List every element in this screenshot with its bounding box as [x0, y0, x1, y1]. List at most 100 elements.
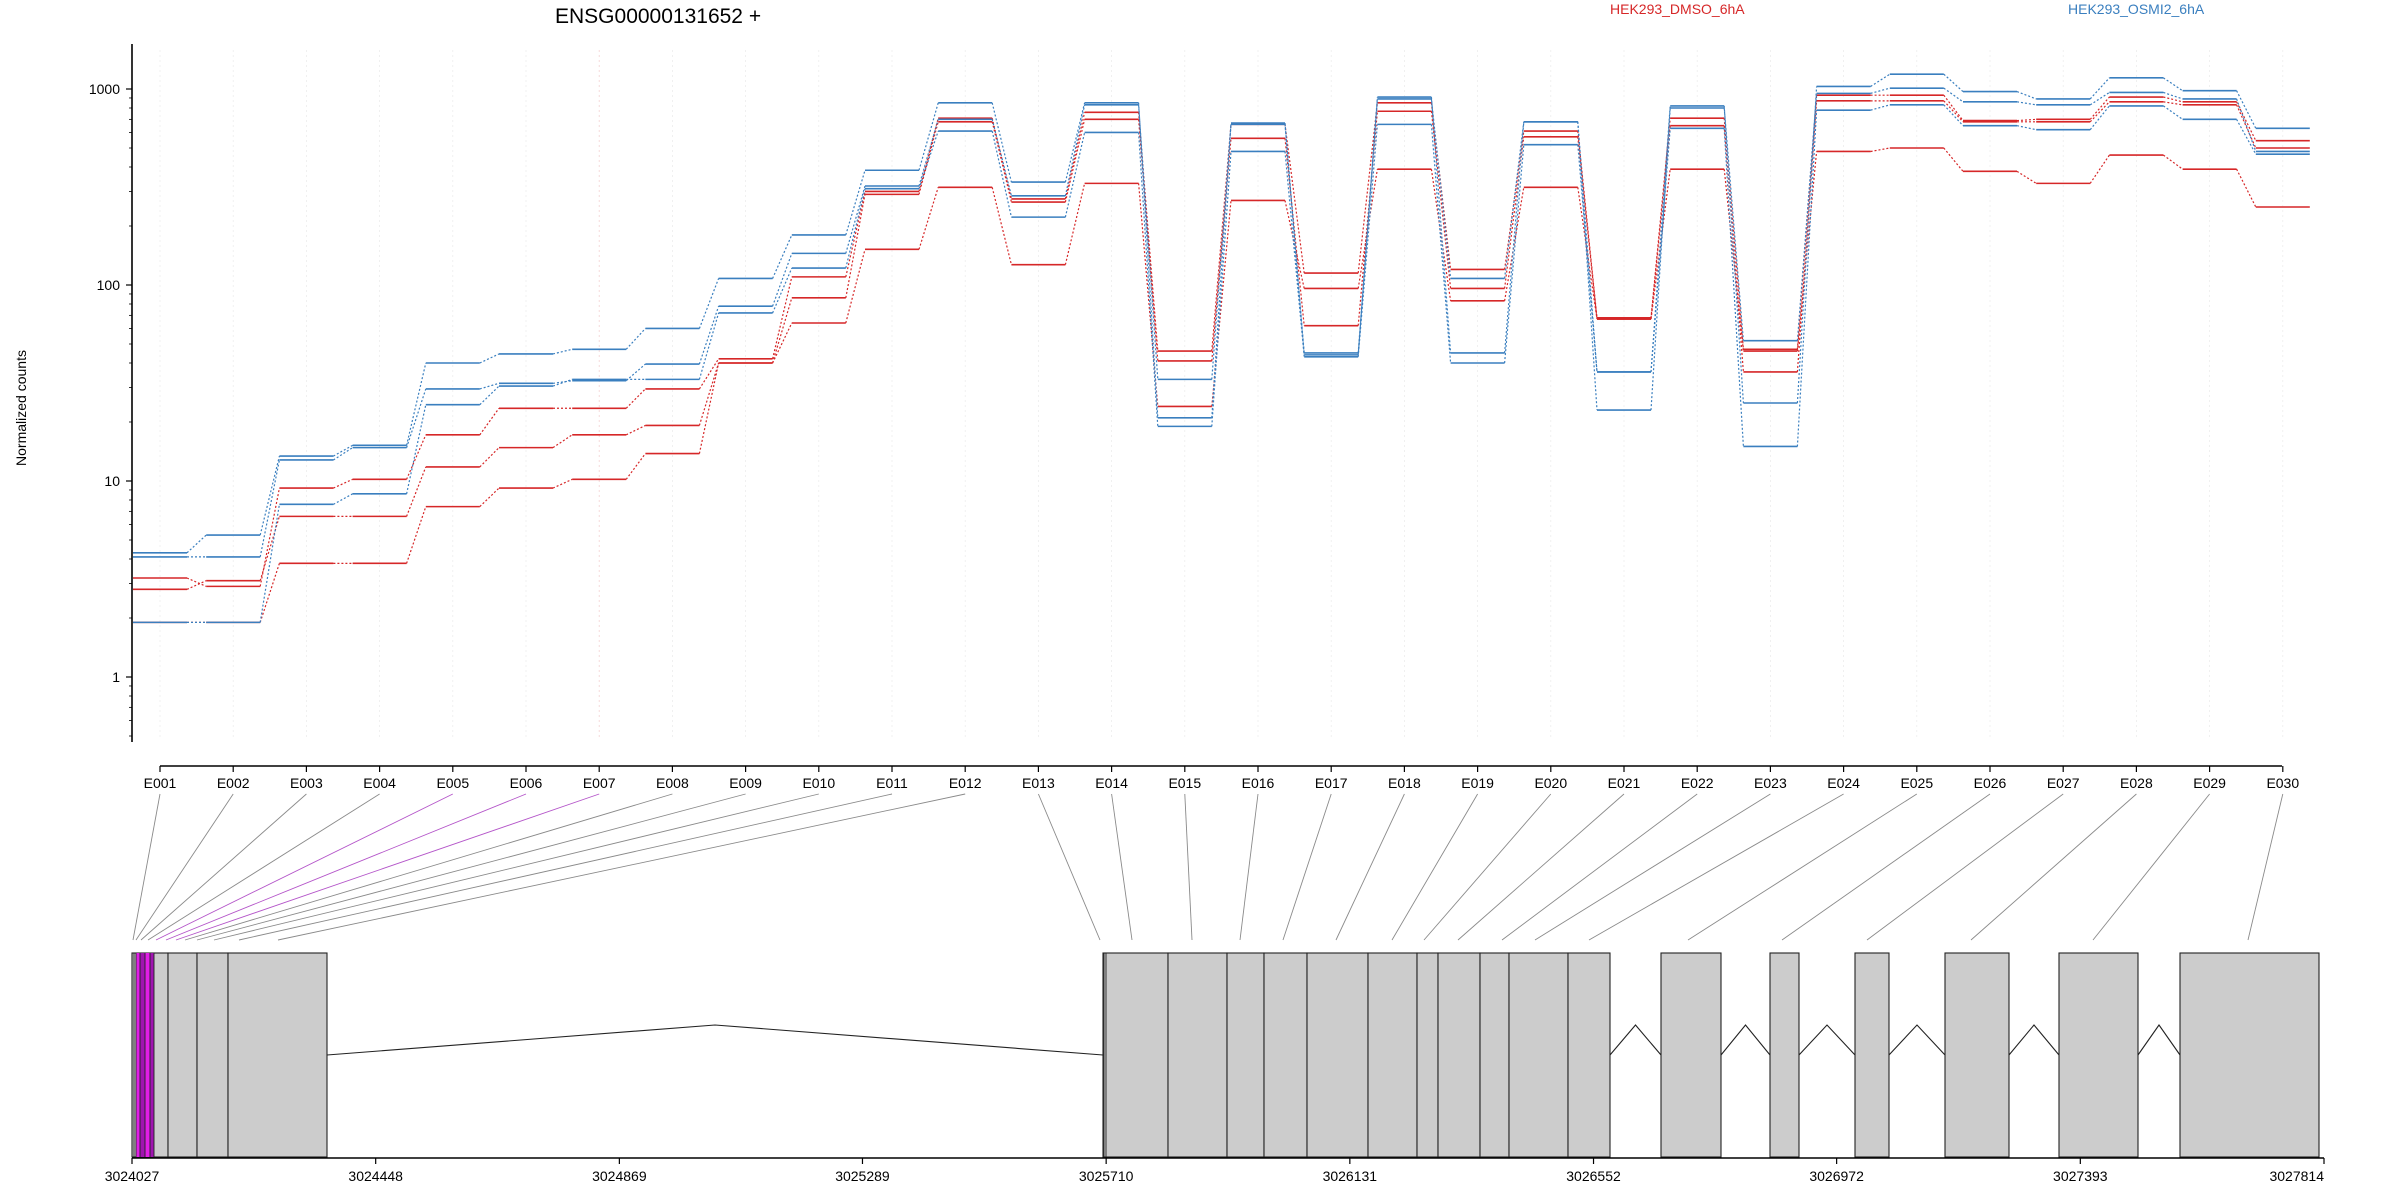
genomic-tick-label: 3024869	[592, 1168, 647, 1184]
series-line	[133, 94, 2310, 588]
series-connector	[698, 312, 720, 380]
series-connector	[479, 407, 500, 436]
exon-box	[1367, 952, 1418, 1158]
series-lines	[133, 73, 2310, 624]
y-tick-label: 1	[112, 669, 120, 685]
exon-connector	[147, 793, 380, 941]
exon-label: E029	[2193, 775, 2226, 791]
exon-connector	[1037, 793, 1101, 941]
series-connector	[918, 130, 939, 189]
series-connector	[406, 362, 427, 446]
series-connector	[2163, 96, 2183, 103]
exon-connector	[1687, 793, 1918, 941]
exon-connector	[1335, 793, 1405, 941]
exon-box	[2179, 952, 2320, 1158]
series-connector	[1211, 200, 1232, 407]
exon-box	[1660, 952, 1722, 1158]
genomic-tick-label: 3025710	[1079, 1168, 1134, 1184]
y-tick-label: 1000	[89, 81, 120, 97]
series-connector	[1577, 121, 1598, 411]
series-connector	[1723, 125, 1744, 373]
series-connector	[1064, 102, 1086, 183]
series-connector	[2089, 77, 2110, 100]
series-connector	[186, 580, 207, 590]
y-tick-label: 10	[104, 473, 120, 489]
exon-label: E020	[1534, 775, 1567, 791]
highlighted-exon	[136, 953, 140, 1157]
exon-label: E030	[2266, 775, 2299, 791]
series-connector	[1796, 110, 1818, 447]
series-connector	[1723, 128, 1744, 447]
exon-label: E017	[1315, 775, 1348, 791]
exon-label: E011	[876, 775, 908, 791]
series-line	[133, 104, 2310, 624]
series-connector	[1138, 102, 1159, 418]
series-connector	[845, 194, 866, 298]
exon-box	[1479, 952, 1510, 1158]
exon-box	[1567, 952, 1611, 1158]
series-connector	[1943, 104, 1964, 127]
series-connector	[1211, 124, 1232, 380]
series-connector	[991, 130, 1012, 218]
series-connector	[406, 434, 427, 480]
exon-box	[1167, 952, 1228, 1158]
series-connector	[772, 267, 793, 314]
exon-label: E024	[1827, 775, 1860, 791]
series-connector	[1943, 147, 1964, 172]
series-connector	[1504, 136, 1525, 289]
series-connector	[1211, 138, 1232, 361]
series-connector	[1284, 151, 1305, 357]
series-connector	[2089, 105, 2110, 131]
series-connector	[698, 362, 720, 426]
series-connector	[1211, 151, 1232, 427]
series-connector	[1504, 121, 1525, 354]
series-connector	[1723, 105, 1744, 404]
series-connector	[552, 434, 573, 449]
series-connector	[2016, 91, 2037, 100]
exon-connector	[1588, 793, 1844, 941]
exon-connector	[1282, 793, 1332, 941]
series-connector	[2236, 101, 2257, 141]
series-connector	[1138, 132, 1159, 427]
exon-label: E004	[363, 775, 396, 791]
genomic-tick-label: 3026552	[1566, 1168, 1621, 1184]
exon-label: E008	[656, 775, 689, 791]
exon-label: E010	[802, 775, 835, 791]
series-connector	[2163, 105, 2183, 120]
series-connector	[259, 459, 280, 558]
exon-connector	[132, 793, 161, 941]
exon-label: E028	[2120, 775, 2153, 791]
series-connector	[479, 385, 500, 406]
exon-label: E022	[1681, 775, 1714, 791]
highlighted-exon	[140, 953, 145, 1157]
exon-axis-ticks: E001 E002 E003 E004 E005 E006 E007 E008 E009 E010…	[144, 766, 2299, 791]
legend-label-dmso: HEK293_DMSO_6hA	[1610, 1, 1745, 17]
exon-connector-lines	[132, 793, 2284, 941]
series-connector	[1650, 107, 1671, 411]
exon-label: E027	[2047, 775, 2080, 791]
legend-label-osmi2: HEK293_OSMI2_6hA	[2068, 1, 2205, 17]
exon-connector	[196, 793, 746, 941]
genomic-tick-label: 3025289	[835, 1168, 890, 1184]
series-connector	[918, 119, 939, 187]
series-connector	[991, 121, 1012, 203]
series-connector	[1357, 124, 1378, 357]
series-connector	[1943, 73, 1964, 93]
series-connector	[991, 119, 1012, 196]
series-connector	[1943, 94, 1964, 121]
series-connector	[1650, 169, 1671, 320]
series-connector	[1138, 183, 1159, 407]
y-axis-ticks: 1 10 100 1000	[89, 81, 132, 737]
intron-line	[2137, 1024, 2181, 1056]
series-connector	[1430, 169, 1452, 301]
series-connector	[479, 382, 500, 390]
series-connector	[552, 378, 573, 387]
exon-label: E016	[1242, 775, 1275, 791]
series-connector	[1650, 128, 1671, 373]
series-connector	[2089, 101, 2110, 123]
series-connector	[259, 455, 280, 536]
exon-connector	[213, 793, 819, 941]
series-connector	[1430, 111, 1452, 289]
series-connector	[333, 447, 353, 461]
